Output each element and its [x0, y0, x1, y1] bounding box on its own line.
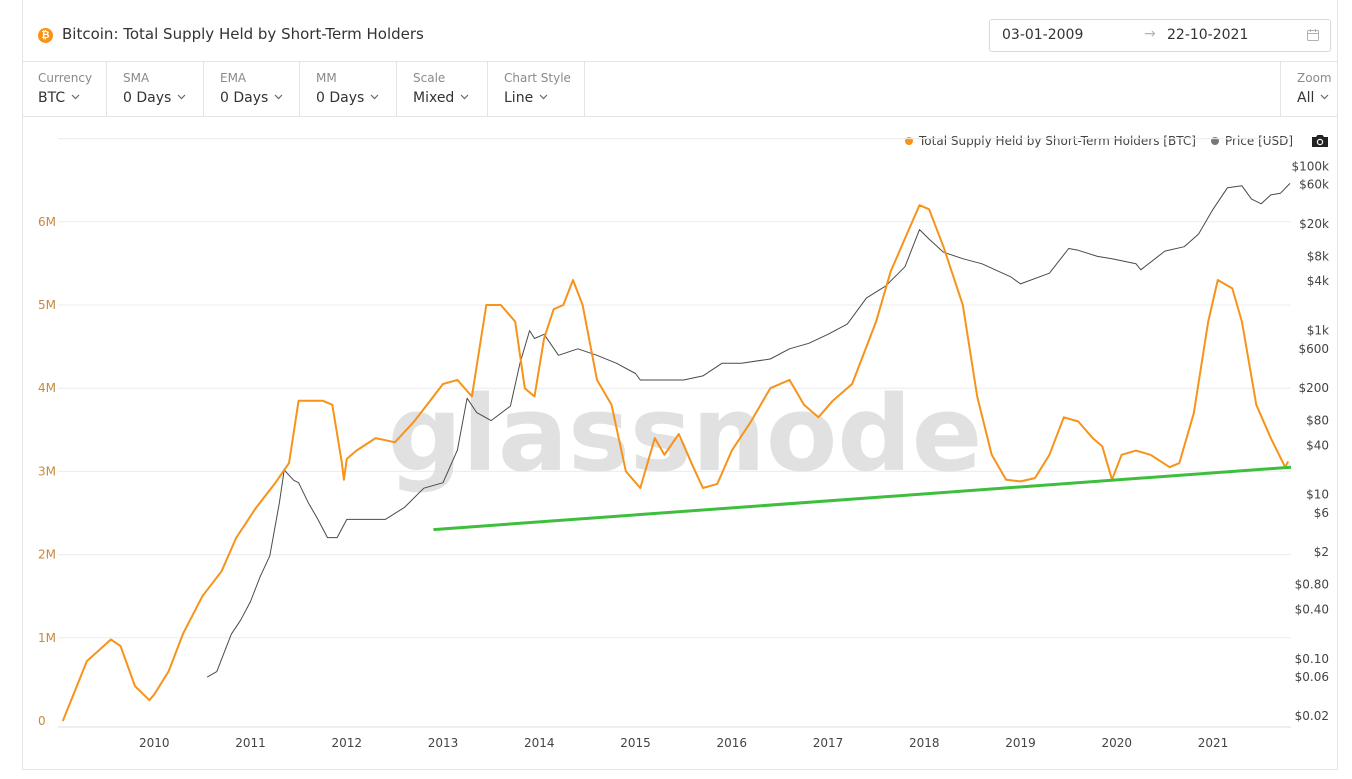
mm-value[interactable]: 0 Days — [316, 90, 379, 106]
x-axis-tick-label: 2016 — [716, 736, 747, 750]
ema-select[interactable]: EMA 0 Days — [204, 62, 300, 116]
chevron-down-icon — [460, 94, 469, 100]
chevron-down-icon — [370, 94, 379, 100]
right-axis-tick-label: $1k — [1307, 324, 1329, 338]
legend-item-price[interactable]: Price [USD] — [1211, 134, 1293, 148]
left-axis-tick-label: 4M — [38, 381, 56, 395]
mm-select[interactable]: MM 0 Days — [300, 62, 397, 116]
bitcoin-icon: ₿ — [38, 28, 53, 43]
right-axis-tick-label: $20k — [1299, 217, 1329, 231]
calendar-icon[interactable] — [1307, 29, 1319, 41]
left-axis-tick-label: 6M — [38, 215, 56, 229]
left-axis-tick-label: 3M — [38, 464, 56, 478]
currency-select[interactable]: Currency BTC — [22, 62, 107, 116]
chart-title: Bitcoin: Total Supply Held by Short-Term… — [62, 25, 424, 43]
ema-label: EMA — [220, 71, 247, 85]
currency-value[interactable]: BTC — [38, 90, 80, 106]
x-axis-tick-label: 2012 — [331, 736, 362, 750]
right-axis-tick-label: $10 — [1306, 488, 1329, 502]
x-axis-tick-label: 2014 — [524, 736, 555, 750]
chevron-down-icon — [274, 94, 283, 100]
chart-style-select[interactable]: Chart Style Line — [488, 62, 585, 116]
right-axis-tick-label: $0.40 — [1295, 602, 1329, 616]
watermark-logo: glassnode — [388, 373, 983, 495]
zoom-label: Zoom — [1297, 71, 1332, 85]
scale-value[interactable]: Mixed — [413, 90, 469, 106]
chevron-down-icon — [177, 94, 186, 100]
x-axis-tick-label: 2017 — [813, 736, 844, 750]
chevron-down-icon — [539, 94, 548, 100]
date-end-input[interactable]: 22-10-2021 — [1167, 27, 1249, 43]
arrow-right-icon: → — [1144, 26, 1156, 42]
chevron-down-icon — [71, 94, 80, 100]
right-axis-tick-label: $0.10 — [1295, 652, 1329, 666]
right-axis-tick-label: $200 — [1298, 381, 1329, 395]
scale-label: Scale — [413, 71, 446, 85]
sma-label: SMA — [123, 71, 150, 85]
left-axis-tick-label: 1M — [38, 631, 56, 645]
right-axis-tick-label: $4k — [1307, 274, 1329, 288]
chart-panel — [22, 0, 1338, 770]
right-axis-tick-label: $8k — [1307, 249, 1329, 263]
x-axis-tick-label: 2018 — [909, 736, 940, 750]
right-axis-tick-label: $40 — [1306, 438, 1329, 452]
currency-label: Currency — [38, 71, 93, 85]
mm-label: MM — [316, 71, 337, 85]
chevron-down-icon — [1320, 94, 1329, 100]
x-axis-tick-label: 2011 — [235, 736, 266, 750]
left-axis-tick-label: 2M — [38, 548, 56, 562]
legend-dot-price — [1211, 137, 1219, 145]
chart-style-label: Chart Style — [504, 71, 571, 85]
x-axis-tick-label: 2020 — [1102, 736, 1133, 750]
right-axis-tick-label: $6 — [1314, 506, 1329, 520]
right-axis-tick-label: $100k — [1292, 159, 1330, 173]
x-axis-tick-label: 2019 — [1005, 736, 1036, 750]
right-axis-tick-label: $600 — [1298, 342, 1329, 356]
zoom-value[interactable]: All — [1297, 90, 1329, 106]
legend-dot-supply — [905, 137, 913, 145]
chart-toolbar: Currency BTC SMA 0 Days EMA 0 Days MM 0 … — [22, 62, 1338, 117]
sma-value[interactable]: 0 Days — [123, 90, 186, 106]
left-axis-tick-label: 0 — [38, 714, 46, 728]
supply-series-line — [61, 204, 1289, 722]
price-series-line — [206, 183, 1291, 678]
x-axis-tick-label: 2015 — [620, 736, 651, 750]
left-axis-tick-label: 5M — [38, 298, 56, 312]
chart-header: ₿ Bitcoin: Total Supply Held by Short-Te… — [22, 0, 1338, 62]
scale-select[interactable]: Scale Mixed — [397, 62, 488, 116]
chart-style-value[interactable]: Line — [504, 90, 548, 106]
ema-value[interactable]: 0 Days — [220, 90, 283, 106]
camera-icon[interactable] — [1311, 134, 1329, 148]
x-axis-tick-label: 2010 — [139, 736, 170, 750]
right-axis-tick-label: $0.06 — [1295, 670, 1329, 684]
zoom-select[interactable]: Zoom All — [1280, 62, 1338, 116]
x-axis-tick-label: 2013 — [428, 736, 459, 750]
sma-select[interactable]: SMA 0 Days — [107, 62, 204, 116]
right-axis-tick-label: $60k — [1299, 178, 1329, 192]
right-axis-tick-label: $0.02 — [1295, 709, 1329, 723]
right-axis-tick-label: $2 — [1314, 545, 1329, 559]
right-axis-tick-label: $80 — [1306, 414, 1329, 428]
right-axis-tick-label: $0.80 — [1295, 578, 1329, 592]
trendline-annotation — [433, 465, 1292, 532]
date-range-picker[interactable]: 03-01-2009 → 22-10-2021 — [989, 19, 1331, 52]
date-start-input[interactable]: 03-01-2009 — [1002, 27, 1084, 43]
x-axis-tick-label: 2021 — [1198, 736, 1229, 750]
legend-item-supply[interactable]: Total Supply Held by Short-Term Holders … — [905, 134, 1196, 148]
